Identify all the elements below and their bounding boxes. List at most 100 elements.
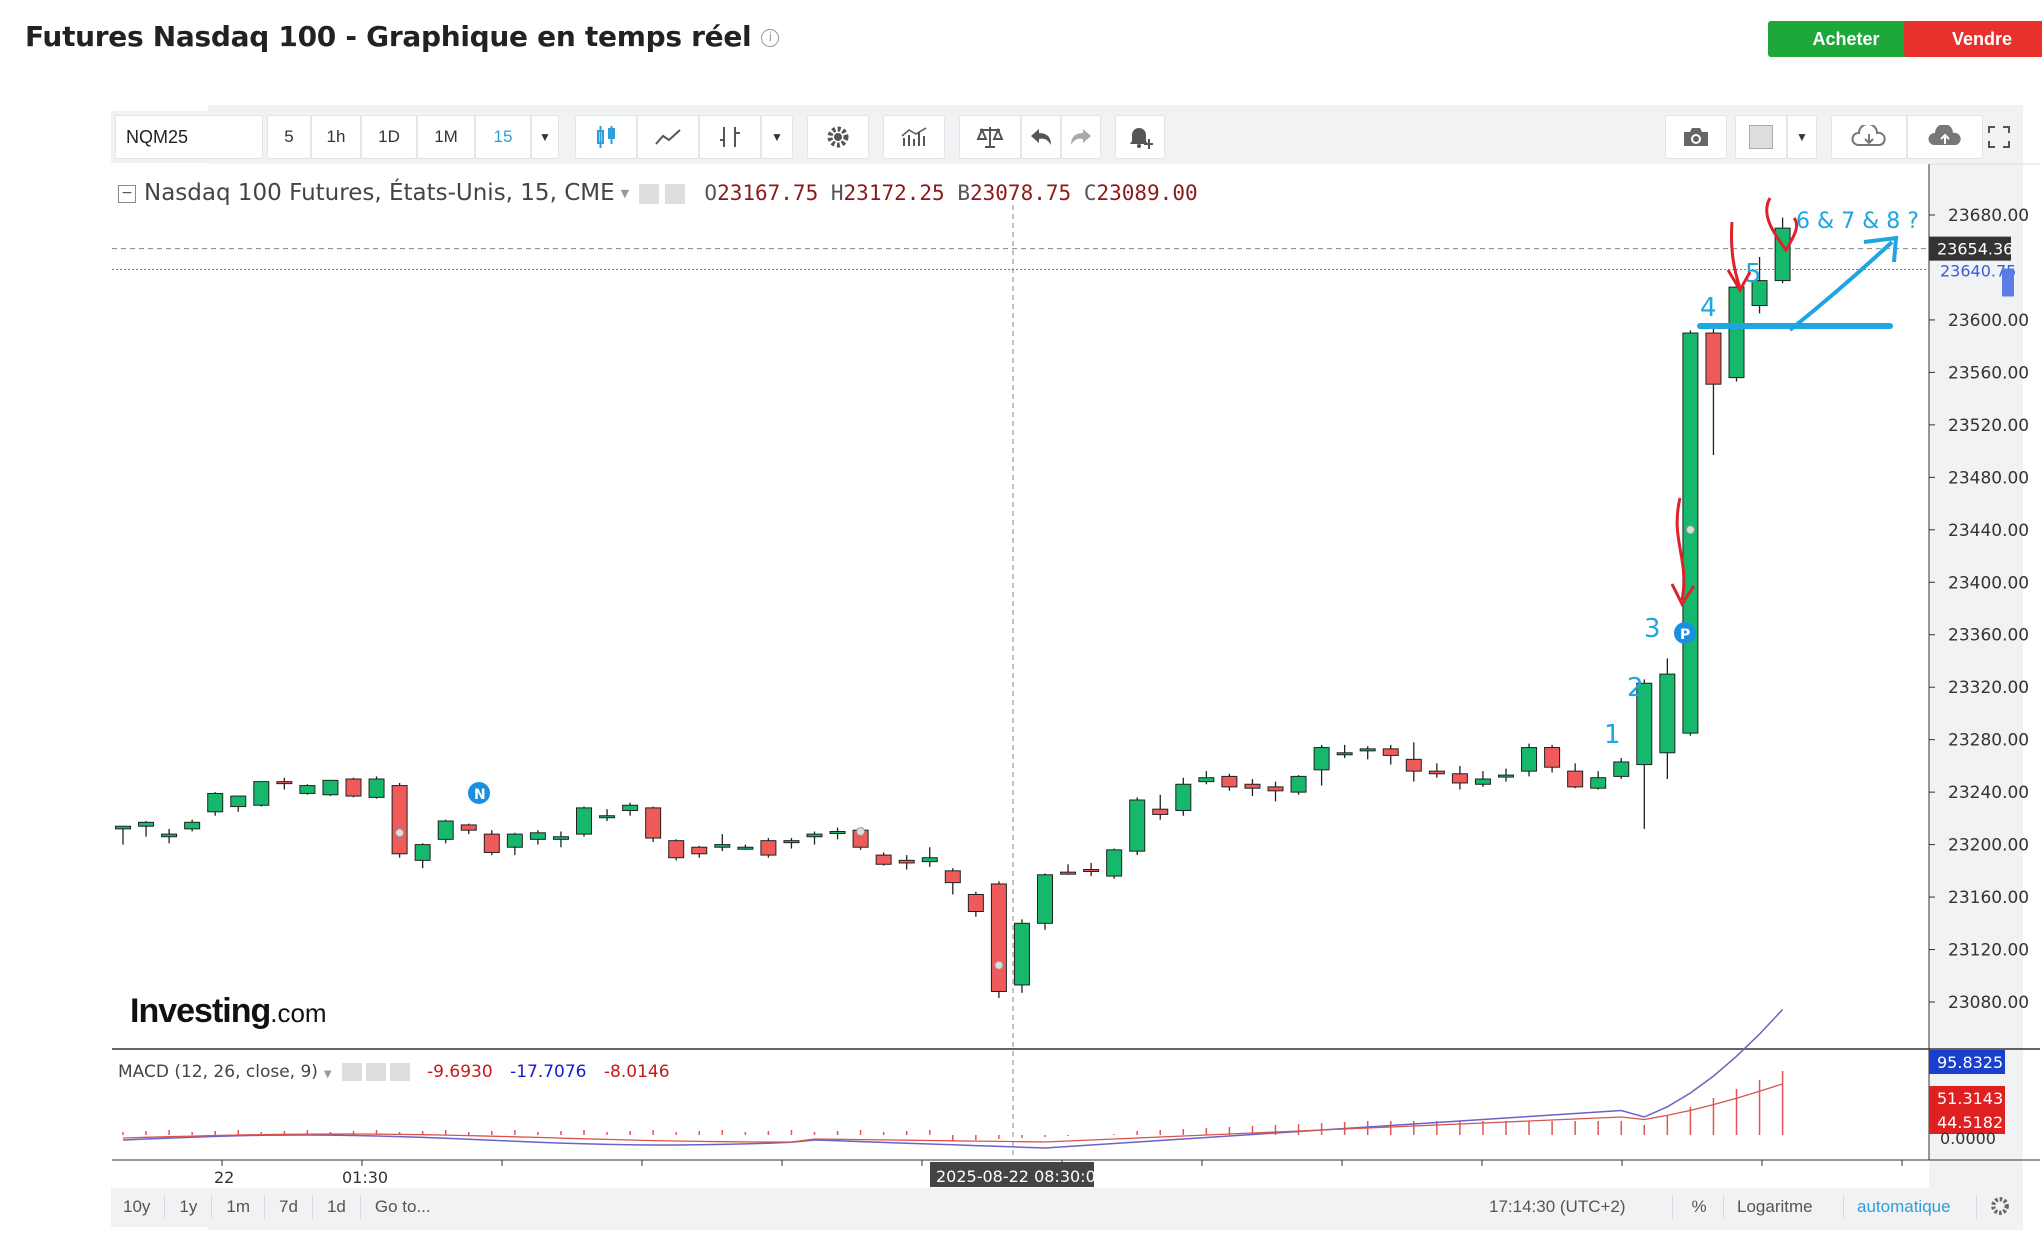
time-axis: 22 01:30 2025-08-22 08:30:00 <box>214 1160 1903 1187</box>
candle-body <box>1498 774 1514 778</box>
buy-button[interactable]: Acheter <box>1768 21 1924 57</box>
compare-button[interactable] <box>959 115 1021 159</box>
candle-body <box>1013 922 1030 986</box>
up-arrow-drawing <box>1788 240 1894 332</box>
legend-settings-icons[interactable] <box>639 183 686 204</box>
candle-body <box>1751 280 1768 307</box>
macd-axis-badge <box>1929 1086 2005 1110</box>
interval-1h[interactable]: 1h <box>311 115 361 159</box>
instrument-dropdown-icon[interactable]: ▼ <box>620 187 630 200</box>
candle-body <box>1083 869 1100 873</box>
price-tick-label: 23160.00 <box>1948 888 2029 908</box>
price-tick-label: 23400.00 <box>1948 573 2029 593</box>
price-tick-label: 23560.00 <box>1948 363 2029 383</box>
macd-dropdown-icon[interactable]: ▼ <box>323 1069 332 1080</box>
bars-chart-button[interactable] <box>699 115 761 159</box>
bottom-settings-button[interactable] <box>1989 1195 2011 1219</box>
red-arrow-drawing <box>1765 197 1799 253</box>
red-arrow-drawing <box>1675 497 1686 601</box>
candle-body <box>207 792 224 813</box>
instrument-label[interactable]: Nasdaq 100 Futures, États-Unis, 15, CME <box>144 180 615 206</box>
pivot-badge <box>1674 622 1696 644</box>
chart-toolbar: NQM25 5 1h 1D 1M 15 ▼ ▼ ▼ <box>111 111 2017 163</box>
range-1m[interactable]: 1m <box>212 1195 266 1219</box>
bars-icon <box>720 127 740 147</box>
candle-body <box>1405 758 1422 772</box>
price-tick-label: 23360.00 <box>1948 626 2029 646</box>
price-marker <box>2002 268 2014 297</box>
symbol-input[interactable]: NQM25 <box>115 115 263 159</box>
load-layout-button[interactable] <box>1831 115 1907 159</box>
log-toggle[interactable]: Logaritme <box>1737 1197 1813 1216</box>
chart-type-dropdown[interactable]: ▼ <box>761 115 793 159</box>
screenshot-button[interactable] <box>1665 115 1727 159</box>
collapse-icon[interactable]: − <box>118 184 136 203</box>
crosshair-time-badge <box>930 1162 1094 1187</box>
indicators-button[interactable] <box>883 115 945 159</box>
interval-5[interactable]: 5 <box>267 115 311 159</box>
auto-scale-toggle[interactable]: automatique <box>1857 1197 1951 1216</box>
settings-button[interactable] <box>807 115 869 159</box>
candles-button[interactable] <box>575 115 637 159</box>
candle-body <box>944 870 961 884</box>
candle-event-dot <box>994 960 1004 970</box>
candle-body <box>875 854 892 865</box>
bell-plus-icon <box>1130 128 1153 149</box>
percent-toggle[interactable]: % <box>1691 1197 1707 1216</box>
macd-label[interactable]: MACD (12, 26, close, 9) <box>118 1062 318 1082</box>
sell-button[interactable]: Vendre <box>1904 21 2042 57</box>
goto-button[interactable]: Go to... <box>374 1197 431 1216</box>
line-chart-button[interactable] <box>637 115 699 159</box>
interval-1d[interactable]: 1D <box>361 115 417 159</box>
gear-icon <box>827 126 849 148</box>
range-7d[interactable]: 7d <box>265 1195 313 1219</box>
candle-body <box>529 832 546 840</box>
save-layout-button[interactable] <box>1907 115 1983 159</box>
candle-body <box>1382 748 1399 756</box>
color-swatch-icon <box>1749 125 1773 149</box>
color-swatch-button[interactable] <box>1735 115 1787 159</box>
undo-icon <box>1031 129 1051 145</box>
crosshair-time-label: 2025-08-22 08:30:00 <box>936 1167 1106 1186</box>
price-tick-label: 23200.00 <box>1948 836 2029 856</box>
candle-body <box>506 833 523 848</box>
candle-body <box>1728 286 1745 379</box>
candle-body <box>276 781 293 785</box>
undo-button[interactable] <box>1021 115 1061 159</box>
candle-body <box>483 833 500 853</box>
candle-body <box>1290 775 1307 793</box>
current-price-label: 23654.36 <box>1937 240 2013 259</box>
redo-button[interactable] <box>1061 115 1101 159</box>
candle-body <box>552 836 569 840</box>
range-1y[interactable]: 1y <box>165 1195 213 1219</box>
candle-body <box>322 779 339 796</box>
chevron-down-icon: ▼ <box>1796 130 1808 144</box>
candle-body <box>1636 682 1653 766</box>
candle-body <box>990 883 1007 993</box>
color-dropdown[interactable]: ▼ <box>1787 115 1817 159</box>
candle-body <box>1037 874 1053 924</box>
info-icon[interactable]: i <box>761 29 780 47</box>
candle-body <box>1451 773 1468 784</box>
interval-15[interactable]: 15 <box>475 115 531 159</box>
candle-body <box>1175 783 1192 811</box>
alert-button[interactable] <box>1115 115 1165 159</box>
candle-body <box>1428 770 1445 775</box>
range-1d[interactable]: 1d <box>313 1195 361 1219</box>
clock-time: 17:14:30 (UTC+2) <box>1489 1197 1626 1216</box>
overlay-layer: 123 45 6 & 7 & 8 ? N P <box>468 197 1919 804</box>
candle-body <box>138 821 155 827</box>
camera-icon <box>1684 128 1708 146</box>
interval-1m[interactable]: 1M <box>417 115 475 159</box>
interval-dropdown[interactable]: ▼ <box>531 115 559 159</box>
candle-body <box>391 785 408 855</box>
candle-body <box>1336 752 1353 756</box>
range-10y[interactable]: 10y <box>111 1195 166 1219</box>
candle-body <box>898 859 915 864</box>
investing-watermark: Investing.com <box>130 992 327 1030</box>
fullscreen-button[interactable] <box>1983 115 2015 159</box>
macd-settings-icons[interactable] <box>341 1063 410 1081</box>
candle-body <box>1267 786 1284 792</box>
